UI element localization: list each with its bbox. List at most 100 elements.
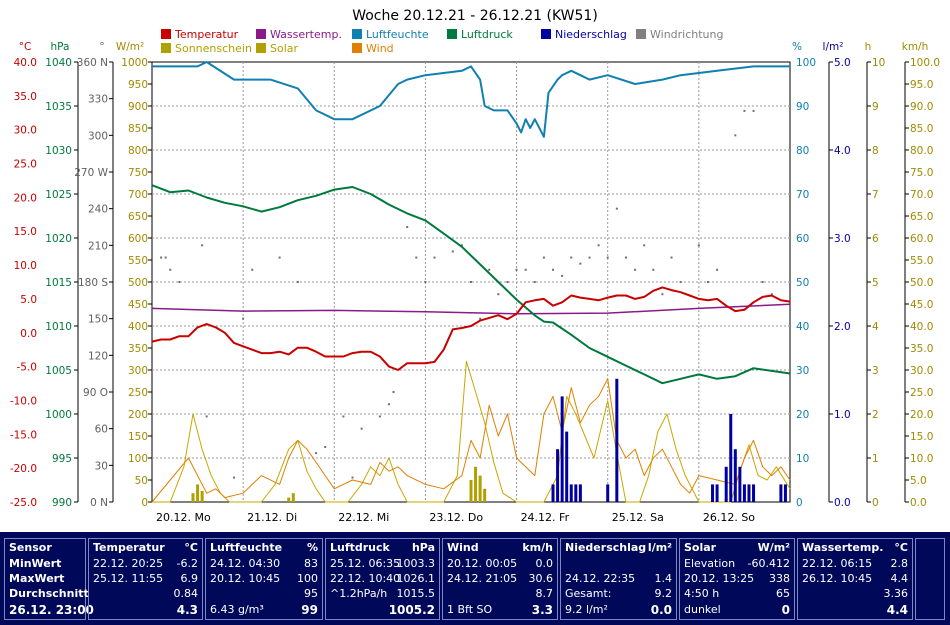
legend-label: Luftdruck: [461, 28, 513, 41]
tick-label-solar: 850: [128, 123, 148, 135]
tick-label-pressure: 990: [52, 497, 72, 509]
sunshine-bar: [474, 466, 478, 502]
series-pressure: [151, 184, 791, 385]
series-water-temperature: [151, 303, 791, 315]
wind-direction-point: [670, 256, 673, 259]
wind-direction-point: [406, 226, 409, 228]
tick-label-sunshine: 5: [872, 277, 879, 289]
wind-max: 30.6: [528, 572, 554, 585]
precipitation-bar: [724, 466, 728, 502]
precipitation-bar: [747, 484, 751, 502]
series-layer: [151, 61, 791, 503]
wind-direction-point: [479, 317, 482, 320]
tick-label-sunshine: 4: [872, 321, 879, 333]
wind-direction-point: [533, 281, 536, 283]
temperature-title: Temperatur: [93, 541, 165, 554]
sunshine-bar: [478, 475, 482, 502]
solar-state: dunkel: [684, 603, 721, 616]
precipitation-bar: [733, 449, 737, 502]
temperature-min: -6.2: [176, 557, 198, 570]
wind-direction-point: [579, 262, 582, 265]
wind-beaufort: 1 Bft SO: [447, 603, 493, 616]
temperature-max-time: 25.12. 11:55: [93, 572, 164, 585]
tick-label-temp: 20.0: [14, 192, 37, 204]
tick-label-solar: 700: [128, 189, 148, 201]
tick-label-humidity: 100: [796, 57, 816, 69]
tick-label-humidity: 80: [796, 145, 809, 157]
wind-direction-point: [661, 293, 664, 296]
wind-direction-point: [515, 268, 518, 271]
sunshine-bar: [291, 493, 295, 502]
wind-direction-point: [360, 427, 363, 430]
tick-label-temp: 5.0: [20, 294, 37, 306]
precipitation-current: 0.0: [650, 603, 672, 617]
stats-panel: Sensor MinWert MaxWert Durchschnitt 26.1…: [0, 532, 950, 625]
wind-direction-point: [770, 293, 773, 296]
precipitation-bar: [560, 396, 564, 502]
precipitation-max-time: 24.12. 22:35: [565, 572, 636, 585]
wind-direction-point: [561, 274, 564, 277]
tick-label-wind: 20.0: [910, 409, 933, 421]
temperature-unit: °C: [184, 541, 198, 554]
wind-direction-point: [233, 476, 236, 479]
wind-direction-point: [451, 250, 454, 253]
tick-label-solar: 350: [128, 343, 148, 355]
solar-sun-hours: 4:50 h: [684, 587, 720, 600]
pressure-avg: 1015.5: [396, 587, 436, 600]
max-label: MaxWert: [9, 572, 65, 585]
precipitation-bar: [578, 484, 582, 502]
tick-label-solar: 100: [128, 453, 148, 465]
tick-label-precip: 2.0: [834, 321, 851, 333]
wind-direction-point: [597, 244, 600, 247]
solar-elevation: -60.412: [747, 557, 790, 570]
precipitation-title: Niederschlag: [565, 541, 647, 554]
legend-swatch: [352, 43, 362, 53]
tick-label-solar: 950: [128, 79, 148, 91]
wind-direction-point: [378, 415, 381, 418]
wind-unit: km/h: [522, 541, 553, 554]
current-time: 26.12. 23:00: [9, 603, 94, 617]
humidity-min: 83: [304, 557, 318, 570]
precipitation-bar: [569, 484, 573, 502]
wind-box: Wind km/h 20.12. 00:05 0.0 24.12. 21:05 30.…: [442, 538, 558, 620]
wind-direction-point: [470, 281, 472, 283]
wind-direction-point: [169, 268, 172, 271]
avg-label: Durchschnitt: [9, 587, 89, 600]
water-temp-avg: 3.36: [883, 587, 909, 600]
wind-direction-point: [433, 256, 436, 259]
wind-direction-point: [460, 244, 463, 247]
humidity-unit: %: [306, 541, 318, 554]
axis-unit-wind_dir: °: [99, 41, 104, 53]
tick-label-temp: 15.0: [14, 226, 37, 238]
tick-label-pressure: 1025: [45, 189, 72, 201]
water-temp-title: Wassertemp.: [802, 541, 884, 554]
tick-label-precip: 4.0: [834, 145, 851, 157]
pressure-max-time: 22.12. 10:40: [330, 572, 401, 585]
water-temp-max: 4.4: [890, 572, 909, 585]
legend-label: Sonnenschein: [175, 42, 252, 55]
wind-direction-point: [761, 281, 764, 283]
tick-label-precip: 0.0: [834, 497, 851, 509]
wind-direction-point: [315, 452, 318, 455]
legend-label: Wind: [366, 42, 394, 55]
wind-direction-point: [652, 268, 655, 271]
series-wind: [151, 378, 791, 503]
wind-direction-point: [524, 268, 527, 271]
tick-label-solar: 150: [128, 431, 148, 443]
tick-label-pressure: 1005: [45, 365, 72, 377]
tick-label-wind: 30.0: [910, 365, 933, 377]
humidity-current: 99: [301, 603, 318, 617]
tick-label-sunshine: 1: [872, 453, 879, 465]
sensor-label: Sensor: [9, 541, 52, 554]
precipitation-bar: [752, 484, 756, 502]
tick-label-pressure: 1040: [45, 57, 72, 69]
x-tick-label: 24.12. Fr: [521, 511, 570, 524]
tick-label-solar: 450: [128, 299, 148, 311]
x-tick-label: 25.12. Sa: [612, 511, 664, 524]
pressure-box: Luftdruck hPa 25.12. 06:35 1003.3 22.12. 1…: [325, 538, 440, 620]
tick-label-wind_dir: 360 N: [77, 57, 108, 69]
humidity-max-time: 20.12. 10:45: [210, 572, 281, 585]
temperature-min-time: 22.12. 20:25: [93, 557, 164, 570]
sensor-box: Sensor MinWert MaxWert Durchschnitt 26.1…: [4, 538, 94, 620]
tick-label-pressure: 1015: [45, 277, 72, 289]
